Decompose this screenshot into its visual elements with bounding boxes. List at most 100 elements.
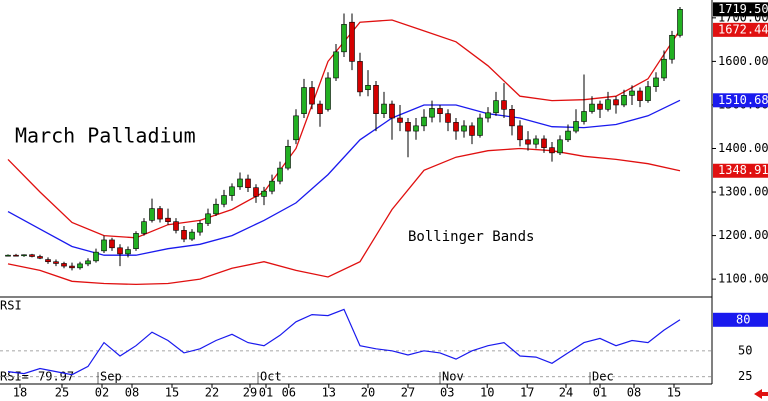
- candle-body: [597, 103, 603, 110]
- candle-body: [541, 138, 547, 148]
- y-tick-label: 1600.00: [718, 54, 768, 68]
- x-tick-label: 01: [259, 386, 273, 400]
- rsi-line: [7, 308, 681, 376]
- candle-body: [133, 233, 139, 249]
- candle-body: [661, 58, 667, 79]
- x-tick-label: 15: [667, 386, 681, 400]
- candle-body: [621, 95, 627, 106]
- candle-body: [157, 208, 163, 220]
- candle-body: [333, 51, 339, 79]
- y-tick-label: 50: [738, 343, 752, 357]
- candle-body: [653, 77, 659, 87]
- candle-body: [101, 239, 107, 252]
- candle-body: [469, 125, 475, 136]
- y-tick-label: 1300.00: [718, 185, 768, 199]
- candle-body: [437, 108, 443, 114]
- candle-body: [645, 86, 651, 101]
- panel-title: RSI: [0, 299, 22, 313]
- candle-body: [349, 21, 355, 62]
- candle-body: [565, 130, 571, 141]
- candle-body: [277, 167, 283, 182]
- candle-body: [461, 125, 467, 132]
- month-label: Dec: [592, 370, 614, 384]
- candle-body: [29, 254, 35, 257]
- last-value-label: 1672.44: [718, 22, 768, 36]
- scroll-arrow[interactable]: [754, 389, 768, 399]
- candle-body: [141, 221, 147, 234]
- last-close-label: 1719.50: [718, 2, 768, 16]
- candle-body: [477, 117, 483, 136]
- candle-body: [253, 187, 259, 197]
- candle-body: [341, 24, 347, 53]
- candle-body: [261, 190, 267, 197]
- candle-body: [517, 125, 523, 141]
- x-tick-label: 08: [125, 386, 139, 400]
- candle-body: [325, 77, 331, 110]
- candle-body: [53, 261, 59, 264]
- x-tick-label: 22: [205, 386, 219, 400]
- month-label: Oct: [260, 370, 282, 384]
- last-value-label: 80: [736, 312, 750, 326]
- candle-body: [485, 112, 491, 119]
- last-value-label-box: [713, 22, 768, 37]
- candle-body: [45, 259, 51, 263]
- candle-body: [453, 122, 459, 132]
- candle-body: [373, 85, 379, 114]
- last-value-label: 1510.68: [718, 93, 768, 107]
- candle-body: [93, 251, 99, 262]
- candle-body: [37, 256, 43, 259]
- candle-body: [381, 103, 387, 114]
- candle-body: [557, 139, 563, 154]
- x-tick-label: 27: [401, 386, 415, 400]
- candle-body: [445, 113, 451, 123]
- x-tick-label: 10: [480, 386, 494, 400]
- x-tick-label: 03: [440, 386, 454, 400]
- month-label: Nov: [442, 370, 464, 384]
- last-value-label-box: [713, 163, 768, 178]
- candle-body: [613, 99, 619, 106]
- y-tick-label: 1400.00: [718, 141, 768, 155]
- x-tick-label: 02: [95, 386, 109, 400]
- candle-body: [525, 139, 531, 145]
- candle-body: [245, 178, 251, 188]
- candle-body: [309, 87, 315, 105]
- x-tick-label: 24: [559, 386, 573, 400]
- y-tick-label: 1100.00: [718, 272, 768, 286]
- candle-body: [181, 230, 187, 240]
- candle-body: [549, 147, 555, 154]
- candle-body: [677, 9, 683, 36]
- x-tick-label: 25: [55, 386, 69, 400]
- candle-body: [429, 108, 435, 118]
- candle-body: [13, 254, 19, 257]
- chart-title: March Palladium: [15, 124, 196, 148]
- candle-body: [269, 180, 275, 192]
- candle-body: [589, 103, 595, 112]
- candle-body: [629, 90, 635, 96]
- candle-body: [117, 247, 123, 255]
- x-tick-label: 15: [165, 386, 179, 400]
- candle-body: [357, 61, 363, 93]
- candle-body: [389, 103, 395, 119]
- candle-body: [237, 178, 243, 188]
- last-value-label-box: [713, 93, 768, 108]
- candle-body: [5, 254, 11, 257]
- candle-body: [125, 249, 131, 255]
- annotation: Bollinger Bands: [408, 229, 534, 245]
- candle-body: [493, 100, 499, 114]
- candle-body: [61, 263, 67, 267]
- candle-body: [213, 203, 219, 215]
- last-value-box: [713, 312, 768, 327]
- x-tick-label: 17: [520, 386, 534, 400]
- y-tick-label: 1200.00: [718, 228, 768, 242]
- candle-body: [165, 217, 171, 222]
- x-tick-label: 13: [322, 386, 336, 400]
- y-tick-label: 25: [738, 369, 752, 383]
- candle-body: [293, 115, 299, 141]
- band-line: [7, 147, 681, 286]
- candle-body: [573, 121, 579, 132]
- candle-body: [581, 111, 587, 122]
- candle-body: [285, 146, 291, 169]
- x-tick-label: 18: [13, 386, 27, 400]
- candle-body: [109, 239, 115, 249]
